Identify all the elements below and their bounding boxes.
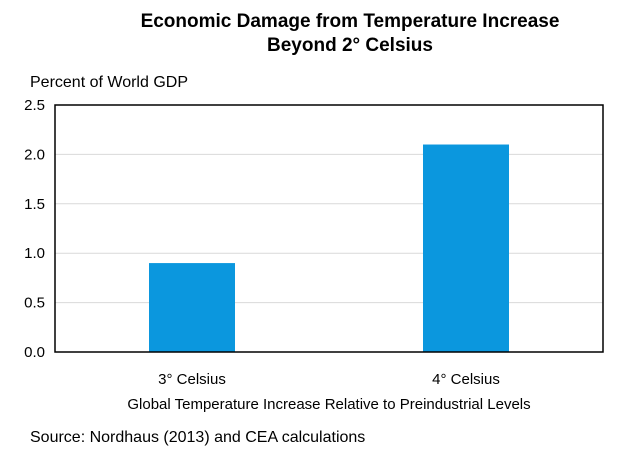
- gridlines: [55, 153, 603, 304]
- y-tick-labels: 0.0 0.5 1.0 1.5 2.0 2.5: [24, 97, 45, 361]
- chart-title-line1: Economic Damage from Temperature Increas…: [140, 11, 560, 32]
- y-tick-label: 2.5: [24, 97, 45, 114]
- y-tick-label: 0.0: [24, 344, 45, 361]
- chart-title-line2: Beyond 2° Celsius: [267, 35, 433, 56]
- y-tick-label: 1.0: [24, 245, 45, 262]
- chart-title: Economic Damage from Temperature Increas…: [100, 10, 600, 58]
- y-axis-label: Percent of World GDP: [30, 74, 188, 91]
- bar: [423, 144, 509, 352]
- x-axis-label: Global Temperature Increase Relative to …: [127, 396, 531, 413]
- y-tick-label: 0.5: [24, 295, 45, 312]
- bar: [149, 263, 235, 352]
- plot-frame: [54, 104, 604, 353]
- y-tick-label: 1.5: [24, 196, 45, 213]
- y-tick-label: 2.0: [24, 146, 45, 163]
- x-tick-labels: 3° Celsius 4° Celsius: [158, 371, 500, 388]
- x-tick-label: 3° Celsius: [158, 371, 226, 388]
- x-tick-label: 4° Celsius: [432, 371, 500, 388]
- bars: [149, 144, 509, 352]
- source-note: Source: Nordhaus (2013) and CEA calculat…: [30, 429, 366, 446]
